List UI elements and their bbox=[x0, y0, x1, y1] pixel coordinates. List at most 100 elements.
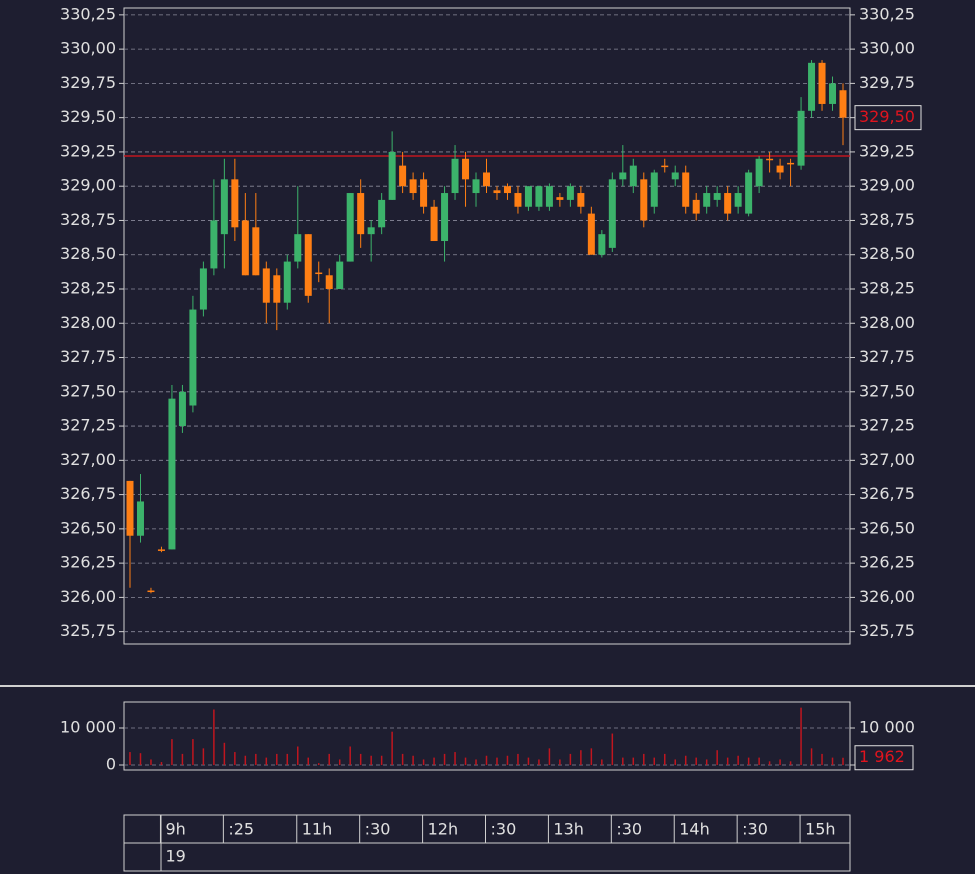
candle-body bbox=[199, 268, 207, 310]
candle-body bbox=[283, 261, 291, 303]
y-tick-label: 326,50 bbox=[60, 518, 116, 537]
y-tick-label: 326,75 bbox=[60, 484, 116, 503]
candle-body bbox=[483, 172, 490, 187]
y-tick-label: 325,75 bbox=[859, 621, 915, 640]
x-tick-label: :25 bbox=[228, 820, 254, 839]
y-tick-label: 330,25 bbox=[60, 4, 116, 23]
volume-panel-frame bbox=[123, 701, 851, 771]
candle-body bbox=[503, 186, 511, 194]
y-tick-label: 10 000 bbox=[859, 718, 915, 737]
candle-body bbox=[734, 193, 742, 207]
candle-body bbox=[220, 179, 228, 235]
y-tick-label: 327,00 bbox=[60, 450, 116, 469]
x-tick-label: :30 bbox=[365, 820, 391, 839]
candle-body bbox=[661, 165, 669, 168]
candle-body bbox=[147, 590, 155, 593]
y-tick-label: 328,50 bbox=[60, 244, 116, 263]
y-tick-label: 329,75 bbox=[60, 73, 116, 92]
date-label: 19 bbox=[165, 847, 185, 866]
candle-body bbox=[472, 179, 480, 194]
candle-body bbox=[745, 172, 753, 214]
y-tick-label: 327,75 bbox=[859, 347, 915, 366]
candle-body bbox=[619, 172, 627, 180]
candle-body bbox=[797, 110, 805, 166]
x-tick-label: :30 bbox=[616, 820, 642, 839]
candle-body bbox=[189, 309, 197, 406]
candle-body bbox=[409, 179, 417, 194]
y-tick-label: 325,75 bbox=[60, 621, 116, 640]
last-price-box bbox=[854, 105, 922, 131]
candle-body bbox=[357, 193, 365, 235]
y-tick-label: 328,00 bbox=[60, 313, 116, 332]
y-tick-label: 326,75 bbox=[859, 484, 915, 503]
y-tick-label: 328,50 bbox=[859, 244, 915, 263]
candle-body bbox=[325, 275, 333, 289]
candle-body bbox=[808, 62, 816, 111]
candle-body bbox=[388, 151, 396, 200]
y-tick-label: 330,00 bbox=[859, 39, 915, 58]
candle-body bbox=[378, 199, 386, 228]
candle-body bbox=[818, 62, 826, 104]
last-volume-label: 1 962 bbox=[859, 747, 905, 766]
candle-body bbox=[126, 480, 134, 536]
candle-body bbox=[294, 234, 302, 262]
candle-body bbox=[713, 193, 721, 200]
candle-body bbox=[650, 172, 658, 207]
candle-body bbox=[608, 179, 616, 248]
y-tick-label: 327,75 bbox=[60, 347, 116, 366]
y-tick-label: 328,25 bbox=[859, 278, 915, 297]
y-tick-label: 329,25 bbox=[60, 141, 116, 160]
candle-body bbox=[839, 90, 847, 118]
y-tick-label: 326,50 bbox=[859, 518, 915, 537]
y-tick-label: 326,25 bbox=[859, 553, 915, 572]
candle-body bbox=[336, 261, 344, 289]
candle-body bbox=[776, 165, 784, 173]
y-tick-label: 328,75 bbox=[859, 210, 915, 229]
y-tick-label: 327,25 bbox=[60, 416, 116, 435]
candle-body bbox=[168, 398, 176, 550]
y-tick-label: 328,75 bbox=[60, 210, 116, 229]
y-tick-label: 329,25 bbox=[859, 141, 915, 160]
candle-body bbox=[367, 227, 375, 235]
y-tick-label: 330,00 bbox=[60, 39, 116, 58]
x-tick-label: 13h bbox=[553, 820, 584, 839]
candle-body bbox=[556, 197, 564, 200]
y-tick-label: 326,00 bbox=[60, 587, 116, 606]
candle-body bbox=[598, 234, 606, 255]
last-volume-box bbox=[854, 745, 914, 771]
candle-body bbox=[420, 179, 428, 207]
candle-body bbox=[178, 391, 186, 427]
y-tick-label: 328,00 bbox=[859, 313, 915, 332]
candle-body bbox=[535, 186, 543, 207]
candle-body bbox=[441, 193, 449, 242]
candle-body bbox=[682, 172, 690, 207]
candle-body bbox=[493, 190, 501, 194]
candle-body bbox=[346, 193, 354, 262]
candle-body bbox=[766, 158, 774, 161]
candle-body bbox=[136, 501, 144, 536]
candle-body bbox=[671, 172, 679, 180]
price-panel-frame bbox=[123, 7, 851, 645]
y-tick-label: 327,50 bbox=[859, 381, 915, 400]
candle-body bbox=[462, 158, 470, 180]
y-tick-label: 329,00 bbox=[60, 176, 116, 195]
candle-body bbox=[566, 186, 574, 200]
x-tick-label: 15h bbox=[805, 820, 836, 839]
y-tick-label: 328,25 bbox=[60, 278, 116, 297]
candle-body bbox=[514, 193, 522, 207]
candle-body bbox=[451, 158, 459, 194]
candle-body bbox=[262, 268, 270, 303]
candle-body bbox=[640, 179, 648, 221]
candle-body bbox=[577, 193, 585, 207]
candle-body bbox=[273, 275, 281, 303]
y-tick-label: 330,25 bbox=[859, 4, 915, 23]
x-tick-label: 14h bbox=[679, 820, 710, 839]
y-tick-label: 329,00 bbox=[859, 176, 915, 195]
last-price-label: 329,50 bbox=[859, 107, 915, 126]
candle-body bbox=[755, 158, 763, 187]
candle-body bbox=[241, 220, 249, 276]
candle-body bbox=[587, 213, 595, 255]
candle-body bbox=[787, 162, 795, 165]
